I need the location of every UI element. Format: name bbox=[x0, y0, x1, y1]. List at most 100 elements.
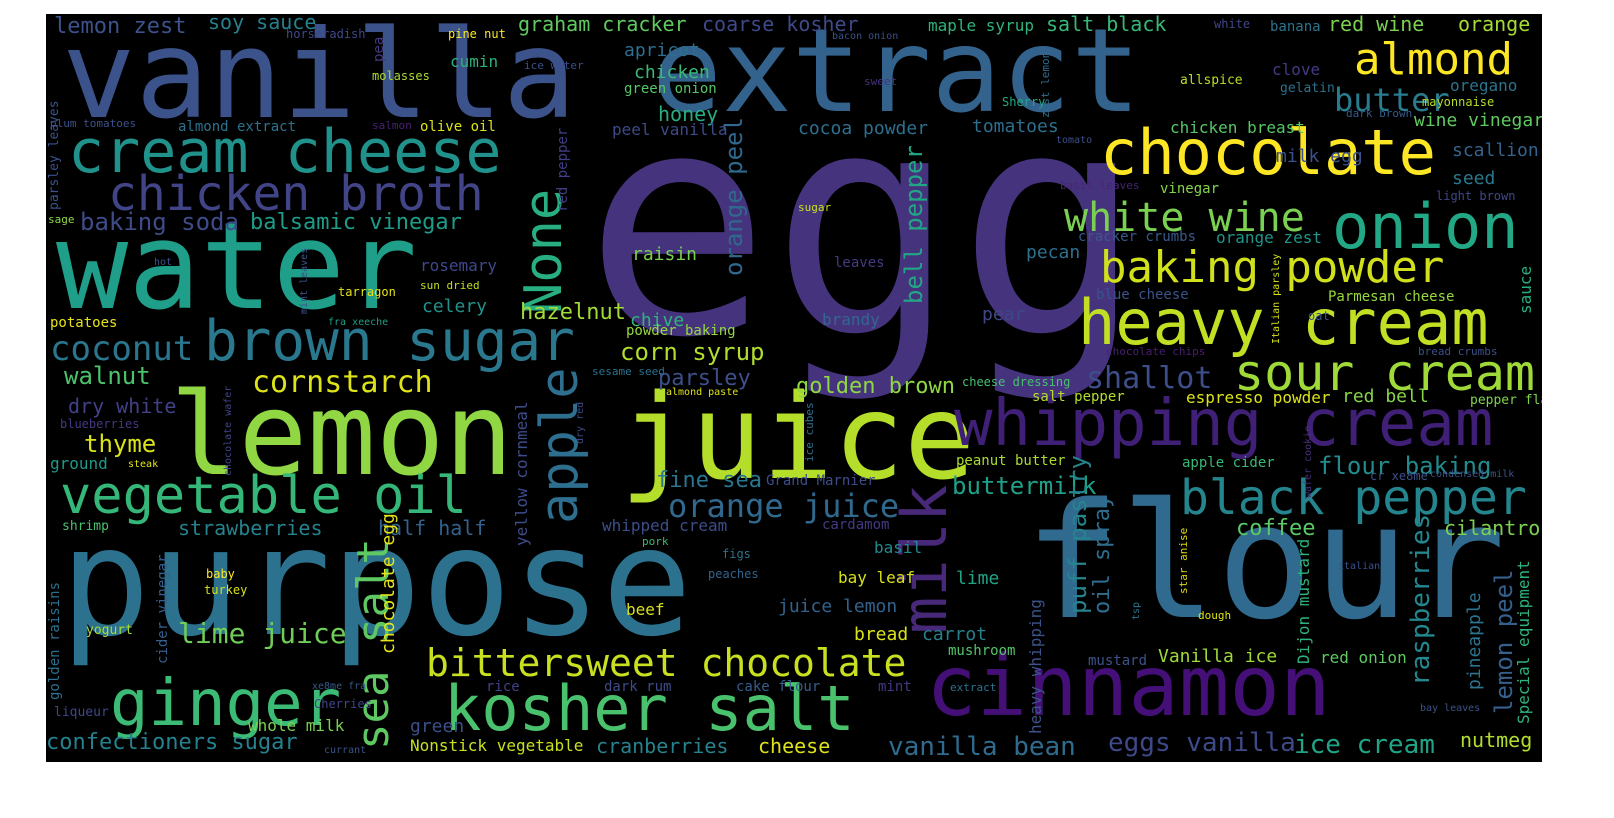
word-almond-paste: almond paste bbox=[666, 387, 739, 398]
word-liqueur: liqueur bbox=[54, 705, 109, 720]
word-ice-water: ice water bbox=[524, 59, 584, 72]
word-honey: honey bbox=[658, 102, 719, 126]
word-maple-syrup: maple syrup bbox=[928, 16, 1034, 35]
word-mushroom: mushroom bbox=[948, 643, 1016, 659]
word-juice: juice bbox=[620, 368, 976, 506]
word-bay-leaf: bay leaf bbox=[838, 568, 916, 587]
word-sour-cream: sour cream bbox=[1234, 344, 1536, 402]
word-chive: chive bbox=[630, 310, 685, 331]
word-milk-egg: milk egg bbox=[1276, 146, 1363, 167]
word-pork: pork bbox=[642, 535, 669, 548]
word-sweet: sweet bbox=[864, 75, 898, 88]
word-ice-cubes: ice cubes bbox=[803, 402, 816, 462]
word-raisin: raisin bbox=[632, 244, 698, 265]
word-ground: ground bbox=[50, 454, 108, 473]
word-corn-syrup: corn syrup bbox=[620, 338, 765, 366]
word-coconut: coconut bbox=[50, 329, 194, 369]
word-pea: pea bbox=[371, 36, 387, 62]
word-lemon: lemon bbox=[170, 368, 514, 501]
word-red-onion: red onion bbox=[1320, 648, 1407, 667]
word-yellow-cornmeal: yellow cornmeal bbox=[512, 401, 531, 547]
word-buttermilk: buttermilk bbox=[952, 472, 1097, 500]
word-yogurt: yogurt bbox=[86, 623, 133, 638]
word-hazelnut: hazelnut bbox=[520, 300, 626, 325]
word-celery: celery bbox=[422, 296, 488, 317]
word-dijon-mustard: Dijon mustard bbox=[1294, 538, 1313, 664]
word-cocoa-powder: cocoa powder bbox=[798, 118, 929, 139]
word-wine-vinegar: wine vinegar bbox=[1414, 110, 1542, 131]
word-orange: orange bbox=[1458, 14, 1531, 36]
word-orange-peel: orange peel bbox=[720, 117, 748, 276]
word-fine-sea: fine sea bbox=[656, 468, 762, 493]
word-blue-cheese: blue cheese bbox=[1096, 287, 1189, 303]
word-molasses: molasses bbox=[372, 69, 430, 83]
word-turkey: turkey bbox=[204, 583, 248, 597]
word-peaches: peaches bbox=[708, 567, 759, 581]
word-brown-sugar: brown sugar bbox=[204, 309, 575, 374]
word-chocolate-chips: chocolate chips bbox=[1106, 345, 1206, 358]
word-golden-brown: golden brown bbox=[796, 374, 955, 399]
word-leaves: leaves bbox=[834, 255, 885, 271]
word-fra-xeeche: fra xeeche bbox=[328, 317, 389, 328]
word-basil: basil bbox=[874, 538, 923, 557]
word-whipped-cream: whipped cream bbox=[602, 516, 728, 535]
word-water: water bbox=[56, 198, 418, 337]
word-oil-spray: oil spray bbox=[1090, 494, 1115, 614]
word-italian-parsley: Italian parsley bbox=[1271, 253, 1282, 344]
word-bay-leaves: bay leaves bbox=[1420, 703, 1481, 714]
word-nutmeg: nutmeg bbox=[1460, 728, 1533, 752]
word-red-wine: red wine bbox=[1328, 14, 1425, 36]
word-kosher-salt: kosher salt bbox=[444, 672, 855, 745]
word-lime: lime bbox=[956, 568, 1000, 589]
word-italian: italian bbox=[1338, 561, 1381, 572]
word-currant: currant bbox=[324, 745, 367, 756]
word-eggs-vanilla: eggs vanilla bbox=[1108, 728, 1296, 758]
word-gelatin: gelatin bbox=[1280, 81, 1335, 96]
word-cumin: cumin bbox=[450, 52, 499, 71]
word-cake-flour: cake flour bbox=[736, 679, 821, 695]
word-butter: butter bbox=[1334, 81, 1450, 119]
word-figs: figs bbox=[722, 547, 751, 561]
word-half-half: half half bbox=[378, 516, 487, 540]
word-wafer-cookie: wafer cookie bbox=[1303, 425, 1314, 498]
word-apple-cider: apple cider bbox=[1182, 455, 1275, 471]
word-balsamic-vinegar: balsamic vinegar bbox=[250, 210, 462, 235]
word-vegetable-oil: vegetable oil bbox=[60, 466, 467, 526]
word-peel-vanilla: peel vanilla bbox=[612, 120, 728, 139]
word-orange-zest: orange zest bbox=[1216, 228, 1322, 247]
word-cr-xe8me: cr xe8me bbox=[1370, 469, 1428, 483]
word-cracker-crumbs: cracker crumbs bbox=[1078, 229, 1197, 245]
word-chocolate-egg: chocolate egg bbox=[378, 513, 399, 654]
word-golden-raisins: golden raisins bbox=[47, 581, 63, 700]
word-bread-crumbs: bread crumbs bbox=[1418, 345, 1498, 358]
word-green: green bbox=[410, 716, 465, 737]
word-apple: apple bbox=[530, 367, 590, 524]
word-bittersweet-chocolate: bittersweet chocolate bbox=[426, 641, 907, 685]
word-red-bell: red bell bbox=[1342, 386, 1429, 407]
word-cherries: Cherries bbox=[314, 697, 372, 711]
word-sage: sage bbox=[48, 213, 75, 226]
word-pepper-flake: pepper flake bbox=[1470, 393, 1542, 408]
word-mint-leaves: mint leaves bbox=[299, 247, 310, 314]
word-onion: onion bbox=[1332, 190, 1519, 263]
word-strawberries: strawberries bbox=[178, 516, 323, 540]
word-chocolate-wafer: chocolate wafer bbox=[223, 385, 234, 476]
word-dark-brown: dark brown bbox=[1346, 107, 1413, 120]
word-scallion: scallion bbox=[1452, 140, 1539, 161]
word-espresso-powder: espresso powder bbox=[1186, 388, 1331, 407]
word-beef: beef bbox=[626, 600, 665, 619]
word-vanilla-ice: Vanilla ice bbox=[1158, 646, 1278, 667]
word-plum-tomatoes: plum tomatoes bbox=[50, 117, 137, 130]
word-whipping-cream: whipping cream bbox=[954, 387, 1494, 461]
word-whole-milk: whole milk bbox=[248, 716, 345, 735]
word-sauce: sauce bbox=[1516, 265, 1535, 314]
word-special-equipment: Special equipment bbox=[1514, 560, 1533, 724]
word-hot: hot bbox=[154, 257, 173, 268]
word-confectioners-sugar: confectioners sugar bbox=[46, 730, 298, 755]
word-allspice: allspice bbox=[1180, 73, 1243, 88]
word-lemon-peel: lemon peel bbox=[1490, 569, 1518, 715]
word-baking-soda: baking soda bbox=[80, 208, 239, 236]
word-clove: clove bbox=[1272, 60, 1321, 79]
word-sugar: sugar bbox=[798, 201, 832, 214]
word-pine-nut: pine nut bbox=[448, 27, 506, 41]
